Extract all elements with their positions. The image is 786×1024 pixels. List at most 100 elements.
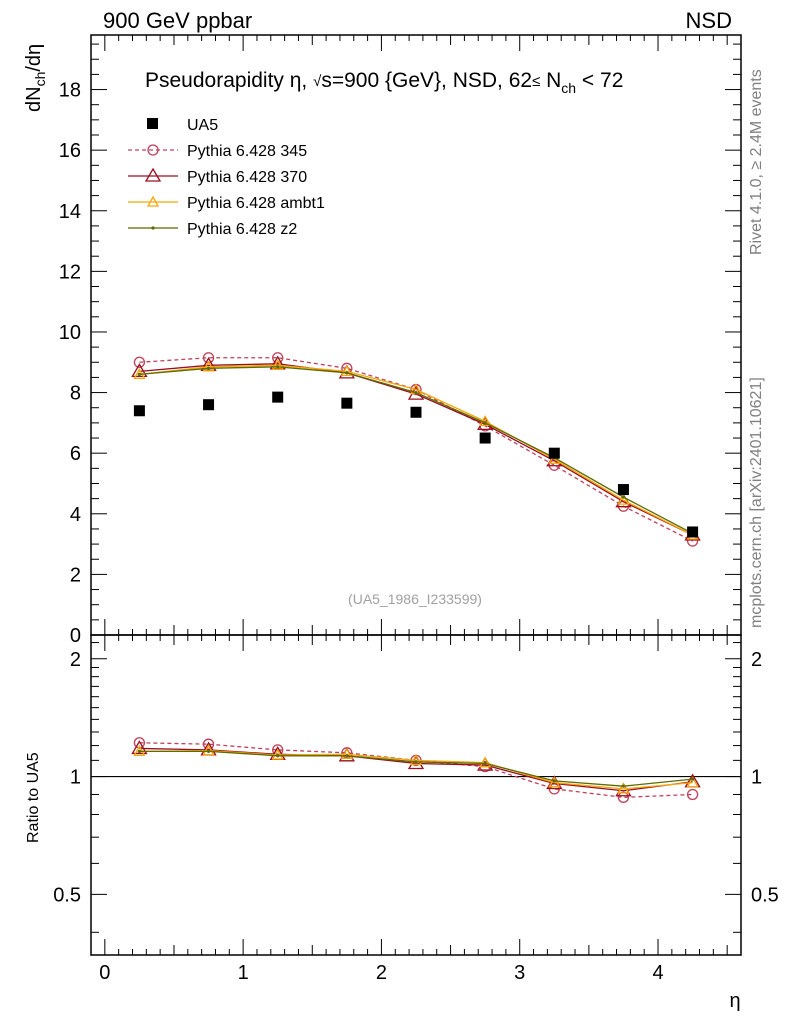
legend-label-ambt1: Pythia 6.428 ambt1: [187, 195, 325, 212]
x-tick-label: 3: [514, 962, 525, 984]
main-series-3-point: [414, 390, 418, 395]
main-series-2-point: [271, 358, 284, 370]
main-x-ticks: [104, 35, 728, 635]
data-point: [479, 432, 491, 444]
main-title-prefix: Pseudorapidity η,: [145, 69, 313, 92]
ratio-frame: [90, 634, 742, 956]
ratio-y-tick-label: 0.5: [53, 884, 81, 906]
ratio-series-2-point: [686, 776, 699, 788]
ratio-y-tick-label: 1: [70, 767, 81, 789]
ratio-series-0-point: [133, 737, 146, 749]
main-series-3-point: [137, 372, 142, 376]
main-y-tick-label: 18: [59, 80, 81, 102]
ratio-x-tick-labels: 0 1 2 3 4: [99, 962, 663, 984]
ratio-series-2-point: [617, 782, 630, 794]
ratio-y-ticks: [91, 642, 741, 933]
ratio-series-2-point: [271, 748, 284, 760]
main-y-tick-label: 4: [70, 504, 81, 526]
ratio-series-3-point: [276, 754, 280, 758]
data-point: [617, 484, 629, 496]
main-series-0-point: [133, 356, 146, 368]
ylabel-b: /dη: [23, 44, 45, 72]
main-title-tail: < 72: [576, 69, 623, 92]
main-series: [131, 352, 701, 547]
main-y-tick-label: 0: [70, 625, 81, 647]
main-series-2-point: [479, 415, 492, 427]
main-y-tick-label: 12: [59, 261, 81, 283]
legend: UA5 Pythia 6.428 345 Pythia 6.428 370 Py…: [128, 117, 325, 238]
legend-label-370: Pythia 6.428 370: [187, 169, 307, 186]
data-point: [410, 406, 422, 418]
data-point: [341, 397, 353, 409]
main-y-tick-label: 16: [59, 140, 81, 162]
ratio-series-2-point: [202, 744, 215, 756]
main-series-line-2: [139, 364, 693, 536]
main-y-tick-label: 10: [59, 322, 81, 344]
main-series-3-point: [621, 495, 626, 499]
ratio-y-axis-label: Ratio to UA5: [25, 752, 42, 843]
main-title: Pseudorapidity η, √s=900 {GeV}, NSD, 62≤…: [145, 69, 623, 96]
main-y-tick-label: 8: [70, 383, 81, 405]
main-title-s: s=900 {GeV}, NSD, 62: [321, 69, 532, 92]
legend-label-z2: Pythia 6.428 z2: [187, 221, 297, 238]
main-y-tick-label: 6: [70, 443, 81, 465]
legend-marker-370: [144, 167, 162, 182]
data-point: [203, 399, 215, 411]
ratio-y-tick-label-right: 1: [751, 767, 762, 789]
ylabel-a: dN: [23, 86, 45, 112]
x-tick-label: 2: [376, 962, 387, 984]
main-series-2-point: [617, 493, 630, 505]
ratio-series-3-point: [414, 760, 418, 764]
legend-marker-ambt1: [146, 195, 160, 207]
ratio-y-tick-label-right: 2: [751, 649, 762, 671]
legend-marker-data: [147, 118, 158, 129]
main-title-sub: ch: [561, 80, 576, 96]
main-series-3-point: [206, 366, 211, 370]
data-point: [548, 447, 560, 459]
ratio-series-3-point: [206, 749, 211, 753]
ratio-series-3-point: [483, 761, 487, 766]
ratio-series: [131, 737, 701, 803]
ratio-series-0-point: [686, 788, 699, 801]
legend-marker-z2: [151, 226, 155, 230]
main-title-sqrt: √: [313, 73, 322, 90]
main-y-tick-label: 14: [59, 201, 81, 223]
ratio-y-tick-label-right: 0.5: [751, 884, 779, 906]
legend-label-345: Pythia 6.428 345: [187, 143, 307, 160]
main-y-tick-label: 2: [70, 564, 81, 586]
header-right: NSD: [686, 8, 732, 33]
data-point: [687, 526, 699, 538]
ratio-series-1-point: [131, 740, 148, 755]
ratio-x-ticks: [104, 635, 728, 955]
ratio-series-2-point: [548, 776, 561, 788]
rivet-label: Rivet 4.1.0, ≥ 2.4M events: [748, 69, 765, 255]
main-series-3-point: [345, 371, 349, 375]
main-y-axis-label: dNch/dη: [23, 44, 48, 112]
main-series-2-point: [340, 365, 353, 377]
ratio-series-3-point: [621, 784, 626, 788]
ratio-series-2-point: [479, 756, 492, 768]
main-series-1-point: [131, 363, 148, 378]
ratio-series-2-point: [409, 754, 423, 766]
legend-label-data: UA5: [187, 117, 218, 134]
main-y-ticks: [91, 43, 741, 636]
ylabel-sub: ch: [32, 72, 48, 87]
analysis-watermark: (UA5_1986_I233599): [348, 591, 482, 607]
mcplots-label: mcplots.cern.ch [arXiv:2401.10621]: [748, 377, 765, 628]
main-title-le: ≤: [532, 73, 540, 90]
main-title-n: N: [540, 69, 561, 92]
ratio-series-0-point: [202, 738, 215, 750]
main-panel: 0 2 4 6 8 10 12 14 16 18 Pseudorapidity η, √s=900…: [23, 34, 742, 647]
data-point: [133, 405, 145, 417]
ratio-series-2-point: [340, 747, 353, 759]
ratio-panel: 0.5 0.5 1 1 2 2 0 1 2 3 4 Ratio to UA5 η: [25, 634, 779, 1012]
main-data-points: [133, 391, 699, 538]
x-tick-label: 1: [238, 962, 249, 984]
main-series-3-point: [276, 365, 280, 369]
ratio-series-3-point: [345, 754, 349, 758]
ratio-series-line-0: [139, 742, 693, 798]
main-series-3-point: [483, 421, 487, 425]
ratio-series-3-point: [690, 777, 695, 781]
header-left: 900 GeV ppbar: [103, 8, 252, 33]
